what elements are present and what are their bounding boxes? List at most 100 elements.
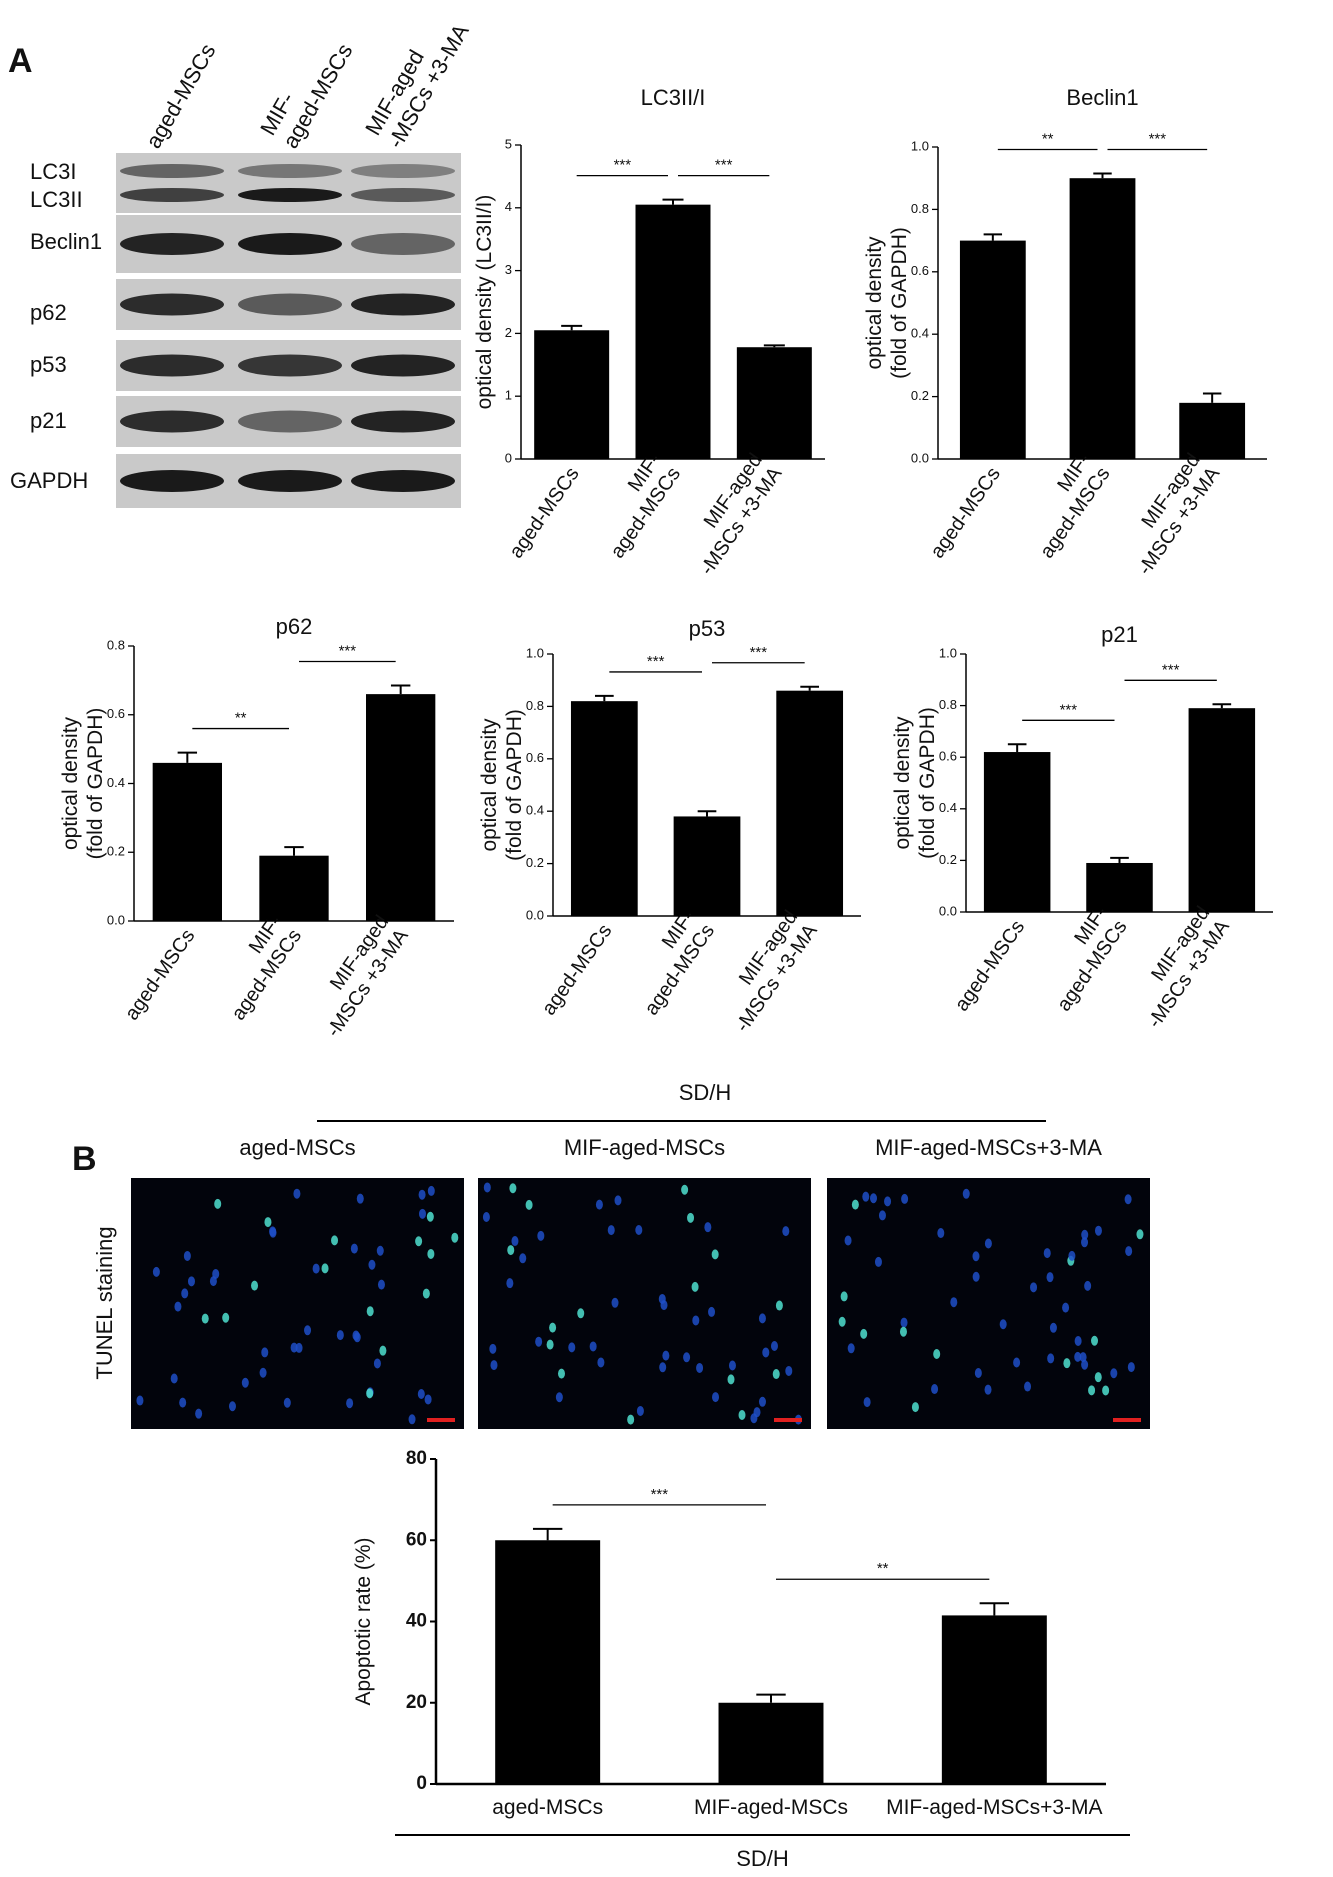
nucleus (368, 1259, 376, 1270)
nucleus (750, 1413, 758, 1424)
significance-label: *** (614, 157, 632, 174)
nucleus (549, 1322, 557, 1333)
significance-label: *** (647, 653, 665, 670)
nucleus (900, 1317, 908, 1328)
nucleus (1088, 1385, 1096, 1396)
nucleus (840, 1291, 848, 1302)
nucleus (295, 1342, 303, 1353)
y-axis-label: optical density (863, 236, 886, 370)
y-tick-label: 0 (416, 1773, 427, 1794)
blot-row-label: p62 (30, 300, 67, 325)
nucleus (772, 1369, 780, 1380)
blot-band (238, 410, 342, 433)
blot-row-label: LC3I (30, 159, 76, 184)
x-axis-label: SD/H (736, 1846, 789, 1871)
scale-bar (1113, 1418, 1141, 1422)
nucleus (195, 1408, 203, 1419)
nucleus (201, 1313, 209, 1324)
y-tick-label: 1 (505, 388, 512, 403)
y-tick-label: 0 (505, 450, 512, 465)
bar (152, 762, 222, 921)
text-line: MIF-aged-MSCs (694, 1796, 848, 1819)
blot-band (238, 470, 342, 492)
nucleus (422, 1288, 430, 1299)
chart-title: p21 (1101, 622, 1138, 647)
significance-label: ** (235, 710, 247, 727)
nucleus (1110, 1368, 1118, 1379)
micrograph (478, 1178, 811, 1429)
y-tick-label: 4 (505, 199, 512, 214)
nucleus (1063, 1358, 1071, 1369)
nucleus (984, 1384, 992, 1395)
bar (1069, 178, 1136, 459)
nucleus (537, 1230, 545, 1241)
chart-title: Beclin1 (1066, 85, 1138, 110)
y-axis-label: optical density (478, 718, 501, 852)
nucleus (418, 1189, 426, 1200)
nucleus (290, 1342, 298, 1353)
nucleus (312, 1263, 320, 1274)
nucleus (911, 1402, 919, 1413)
nucleus (489, 1343, 497, 1354)
y-axis-label: (fold of GAPDH) (888, 227, 911, 379)
y-tick-label: 1.0 (911, 138, 929, 153)
blot-band (351, 293, 455, 316)
nucleus (283, 1397, 291, 1408)
nucleus (1046, 1272, 1054, 1283)
significance-label: *** (1149, 131, 1167, 148)
nucleus (844, 1235, 852, 1246)
x-tick-label: MIF-aged-MSCs (694, 1796, 848, 1819)
blot-band (120, 293, 224, 316)
significance-label: *** (715, 157, 733, 174)
nucleus (884, 1196, 892, 1207)
nucleus (727, 1374, 735, 1385)
nucleus (251, 1280, 259, 1291)
scale-bar (427, 1418, 455, 1422)
nucleus (782, 1226, 790, 1237)
nucleus (762, 1347, 770, 1358)
y-tick-label: 0.0 (911, 450, 929, 465)
nucleus (708, 1306, 716, 1317)
y-tick-label: 3 (505, 262, 512, 277)
nucleus (950, 1297, 958, 1308)
nucleus (376, 1245, 384, 1256)
y-tick-label: 0.2 (939, 852, 957, 867)
text-line: MIF-aged-MSCs+3-MA (886, 1796, 1102, 1819)
nucleus (933, 1348, 941, 1359)
nucleus (379, 1345, 387, 1356)
nucleus (658, 1293, 666, 1304)
blot-band (120, 233, 224, 255)
nucleus (627, 1414, 635, 1425)
bar (673, 816, 741, 916)
bar (776, 690, 844, 916)
nucleus (1062, 1302, 1070, 1313)
y-tick-label: 0.2 (911, 388, 929, 403)
nucleus (482, 1211, 490, 1222)
nucleus (353, 1332, 361, 1343)
chart-title: p62 (276, 614, 313, 639)
nucleus (336, 1330, 344, 1341)
nucleus (962, 1188, 970, 1199)
nucleus (1030, 1282, 1038, 1293)
nucleus (525, 1199, 533, 1210)
bar (736, 347, 812, 459)
blot-band (351, 410, 455, 433)
nucleus (1091, 1335, 1099, 1346)
nucleus (1094, 1225, 1102, 1236)
nucleus (555, 1392, 563, 1403)
y-axis-label: (fold of GAPDH) (84, 708, 107, 860)
y-tick-label: 1.0 (526, 645, 544, 660)
nucleus (415, 1236, 423, 1247)
nucleus (1127, 1362, 1135, 1373)
blot-band (120, 164, 224, 178)
image-column-label: MIF-aged-MSCs (564, 1135, 725, 1160)
nucleus (851, 1199, 859, 1210)
nucleus (187, 1276, 195, 1287)
nucleus (304, 1325, 312, 1336)
nucleus (511, 1236, 519, 1247)
y-tick-label: 0.2 (107, 844, 125, 859)
nucleus (373, 1358, 381, 1369)
blot-band (351, 233, 455, 255)
significance-label: *** (1162, 661, 1180, 678)
nucleus (222, 1312, 230, 1323)
